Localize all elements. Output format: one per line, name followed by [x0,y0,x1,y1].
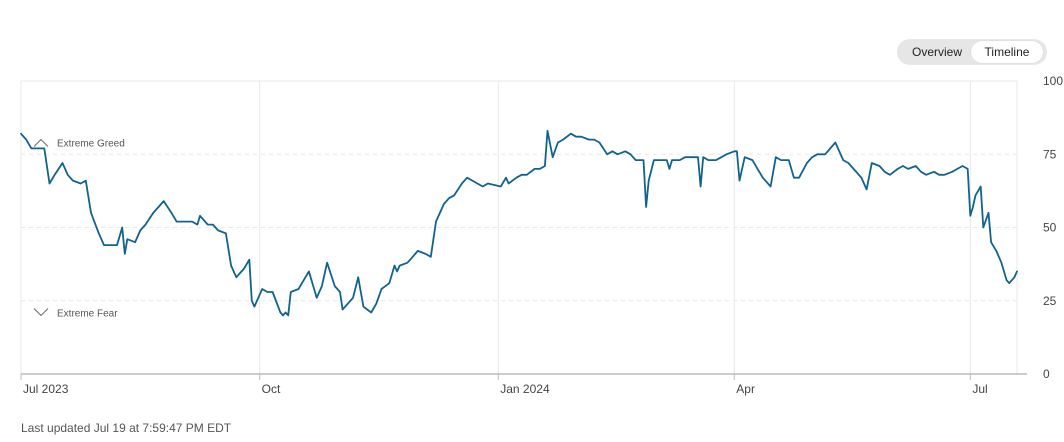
y-tick-label: 25 [1043,294,1057,308]
chevron-down-icon [33,308,49,317]
y-tick-label: 50 [1043,221,1057,235]
last-updated-text: Last updated Jul 19 at 7:59:47 PM EDT [21,421,232,435]
x-tick-label: Oct [262,382,281,396]
annotations-layer: Extreme Greed Extreme Fear [33,138,125,319]
grid-layer [20,80,1018,374]
x-tick-label: Jul [972,382,987,396]
y-tick-label: 0 [1043,367,1050,381]
y-tick-label: 100 [1043,74,1063,88]
axis-layer: 0 25 50 75 100 Jul 2023 Oct Jan 2024 Apr Jul [20,74,1063,396]
x-tick-label: Apr [736,382,755,396]
series-line [20,129,1018,317]
extreme-greed-label: Extreme Greed [57,139,125,150]
extreme-fear-label: Extreme Fear [57,308,118,319]
timeline-button[interactable]: Timeline [971,41,1043,63]
overview-button[interactable]: Overview [911,45,962,59]
view-toggle: Overview Timeline [897,39,1047,65]
chevron-up-icon [33,138,49,147]
series-layer [20,129,1018,317]
x-tick-label: Jul 2023 [23,382,69,396]
y-tick-label: 75 [1043,147,1057,161]
x-tick-label: Jan 2024 [500,382,550,396]
